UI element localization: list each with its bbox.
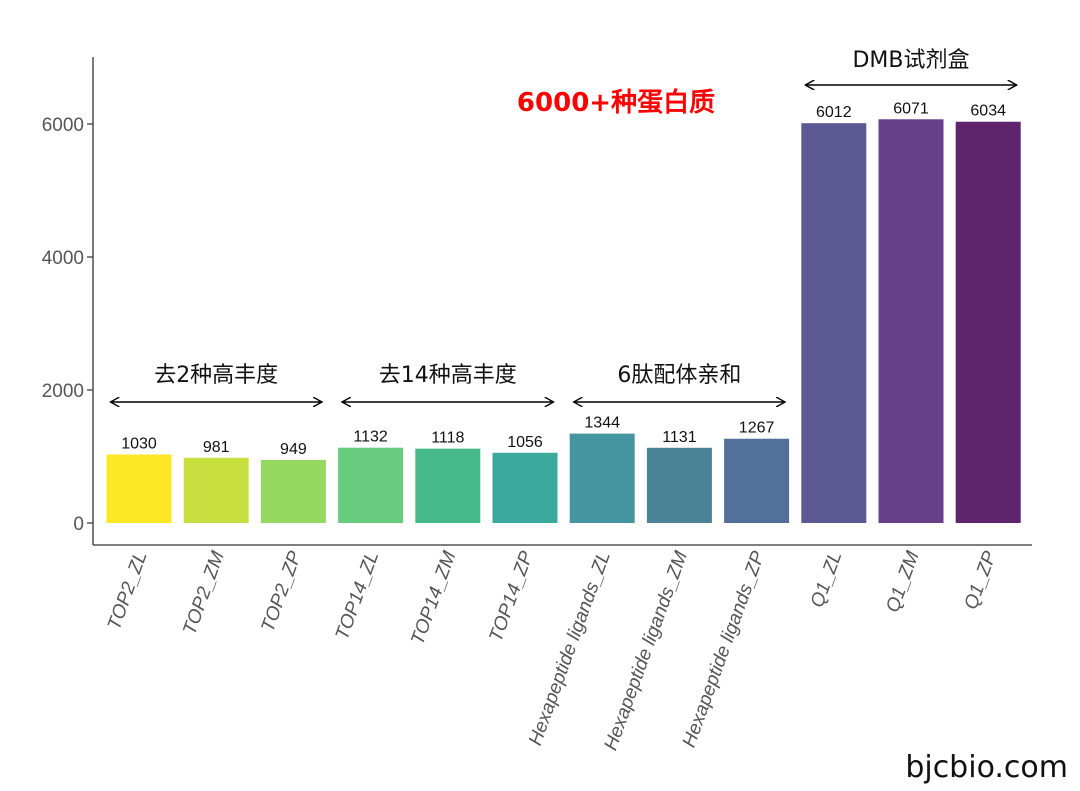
x-tick-label: Q1_ZL	[807, 549, 847, 611]
x-tick-label: TOP14_ZM	[407, 548, 460, 647]
bar	[878, 119, 944, 523]
bar-value-label: 1344	[584, 415, 620, 432]
bar-value-label: 1118	[431, 430, 464, 447]
y-tick-label: 6000	[42, 115, 84, 136]
bar-value-label: 6071	[893, 100, 929, 117]
x-tick-label: TOP2_ZL	[104, 549, 152, 633]
group-label: DMB试剂盒	[852, 48, 969, 73]
watermark: bjcbio.com	[905, 750, 1068, 785]
bar-value-label: 981	[203, 439, 230, 456]
bar	[955, 121, 1021, 523]
bar-value-label: 949	[280, 441, 307, 458]
x-tick-label: Q1_ZM	[882, 548, 923, 615]
bar	[183, 457, 249, 523]
bar-value-label: 6012	[816, 104, 852, 121]
bar-value-label: 6034	[970, 103, 1006, 120]
x-tick-label: Hexapeptide ligands_ZL	[525, 549, 615, 749]
group-label: 6肽配体亲和	[617, 363, 741, 388]
bar	[260, 459, 326, 523]
bar-value-label: 1267	[739, 420, 775, 437]
bar-value-label: 1131	[662, 429, 697, 446]
y-tick-label: 2000	[42, 381, 84, 402]
x-tick-label: Hexapeptide ligands_ZP	[679, 548, 770, 750]
x-tick-label: Hexapeptide ligands_ZM	[600, 548, 692, 753]
x-tick-label: TOP2_ZP	[258, 548, 307, 635]
bar	[338, 447, 404, 523]
x-tick-label: TOP14_ZP	[486, 548, 538, 644]
bar	[106, 454, 172, 523]
bar	[646, 447, 712, 523]
bar-value-label: 1132	[353, 429, 388, 446]
group-label: 去2种高丰度	[154, 363, 278, 388]
bar-value-label: 1056	[507, 434, 543, 451]
bar	[415, 448, 481, 523]
x-tick-label: TOP2_ZM	[179, 548, 229, 637]
x-tick-label: TOP14_ZL	[332, 549, 383, 643]
bar	[492, 452, 558, 523]
bar	[801, 123, 867, 524]
y-tick-label: 4000	[42, 248, 84, 269]
bar	[569, 433, 635, 523]
bar-value-label: 1030	[121, 436, 157, 453]
bar	[724, 438, 790, 523]
group-label: 去14种高丰度	[379, 363, 517, 388]
highlight-annotation: 6000+种蛋白质	[517, 87, 715, 118]
y-tick-label: 0	[73, 514, 84, 535]
x-tick-label: Q1_ZP	[961, 548, 1001, 612]
